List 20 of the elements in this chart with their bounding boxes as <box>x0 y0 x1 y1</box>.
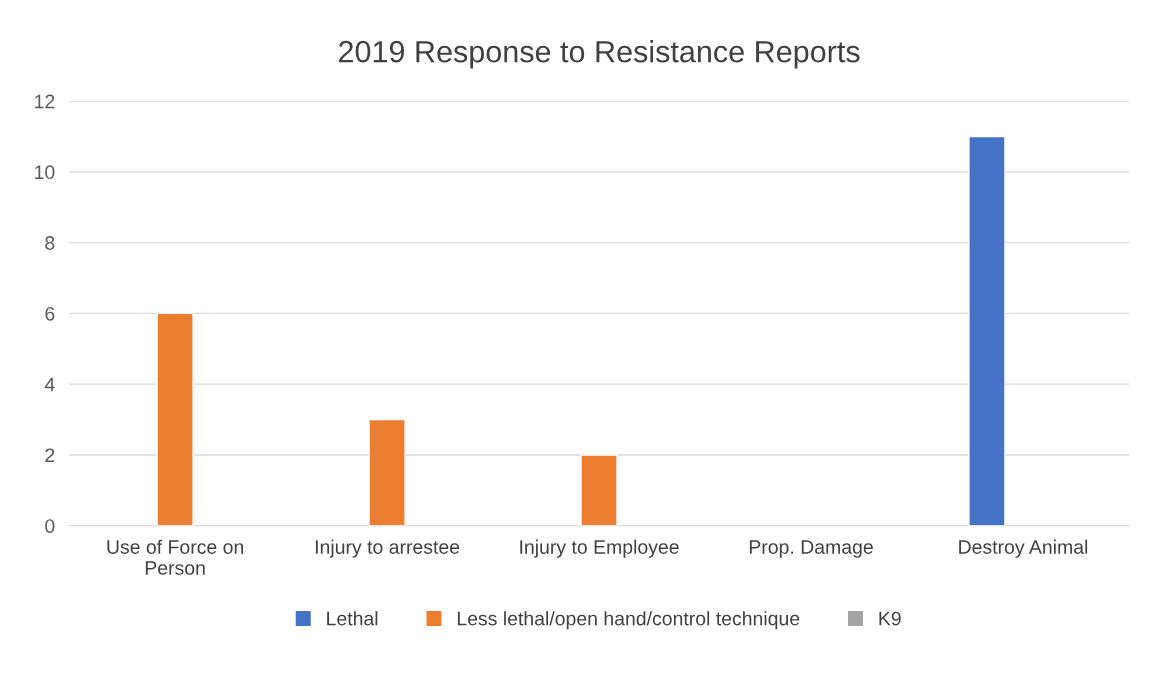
legend-label: K9 <box>879 611 901 626</box>
x-tick-label: Injury to Employee <box>520 539 679 558</box>
x-tick-label: Prop. Damage <box>749 540 873 558</box>
x-tick-label: Destroy Animal <box>959 539 1088 558</box>
y-tick-label: 4 <box>44 377 55 392</box>
bar <box>368 418 406 526</box>
bar <box>968 135 1006 526</box>
legend-label: Less lethal/open hand/control technique <box>457 611 800 630</box>
bar <box>156 312 194 526</box>
legend-label: Lethal <box>327 611 378 626</box>
x-tick-label: Injury to arrestee <box>315 539 460 558</box>
bar <box>580 454 618 526</box>
y-tick-label: 8 <box>45 236 55 250</box>
x-tick-label: Use of Force on Person <box>107 539 244 575</box>
y-tick-label: 2 <box>45 448 55 462</box>
y-tick-label: 0 <box>45 519 55 533</box>
y-tick-label: 10 <box>35 165 55 180</box>
y-tick-label: 12 <box>35 94 55 109</box>
y-tick-label: 6 <box>45 306 55 321</box>
chart-title: 2019 Response to Resistance Reports <box>339 40 860 69</box>
